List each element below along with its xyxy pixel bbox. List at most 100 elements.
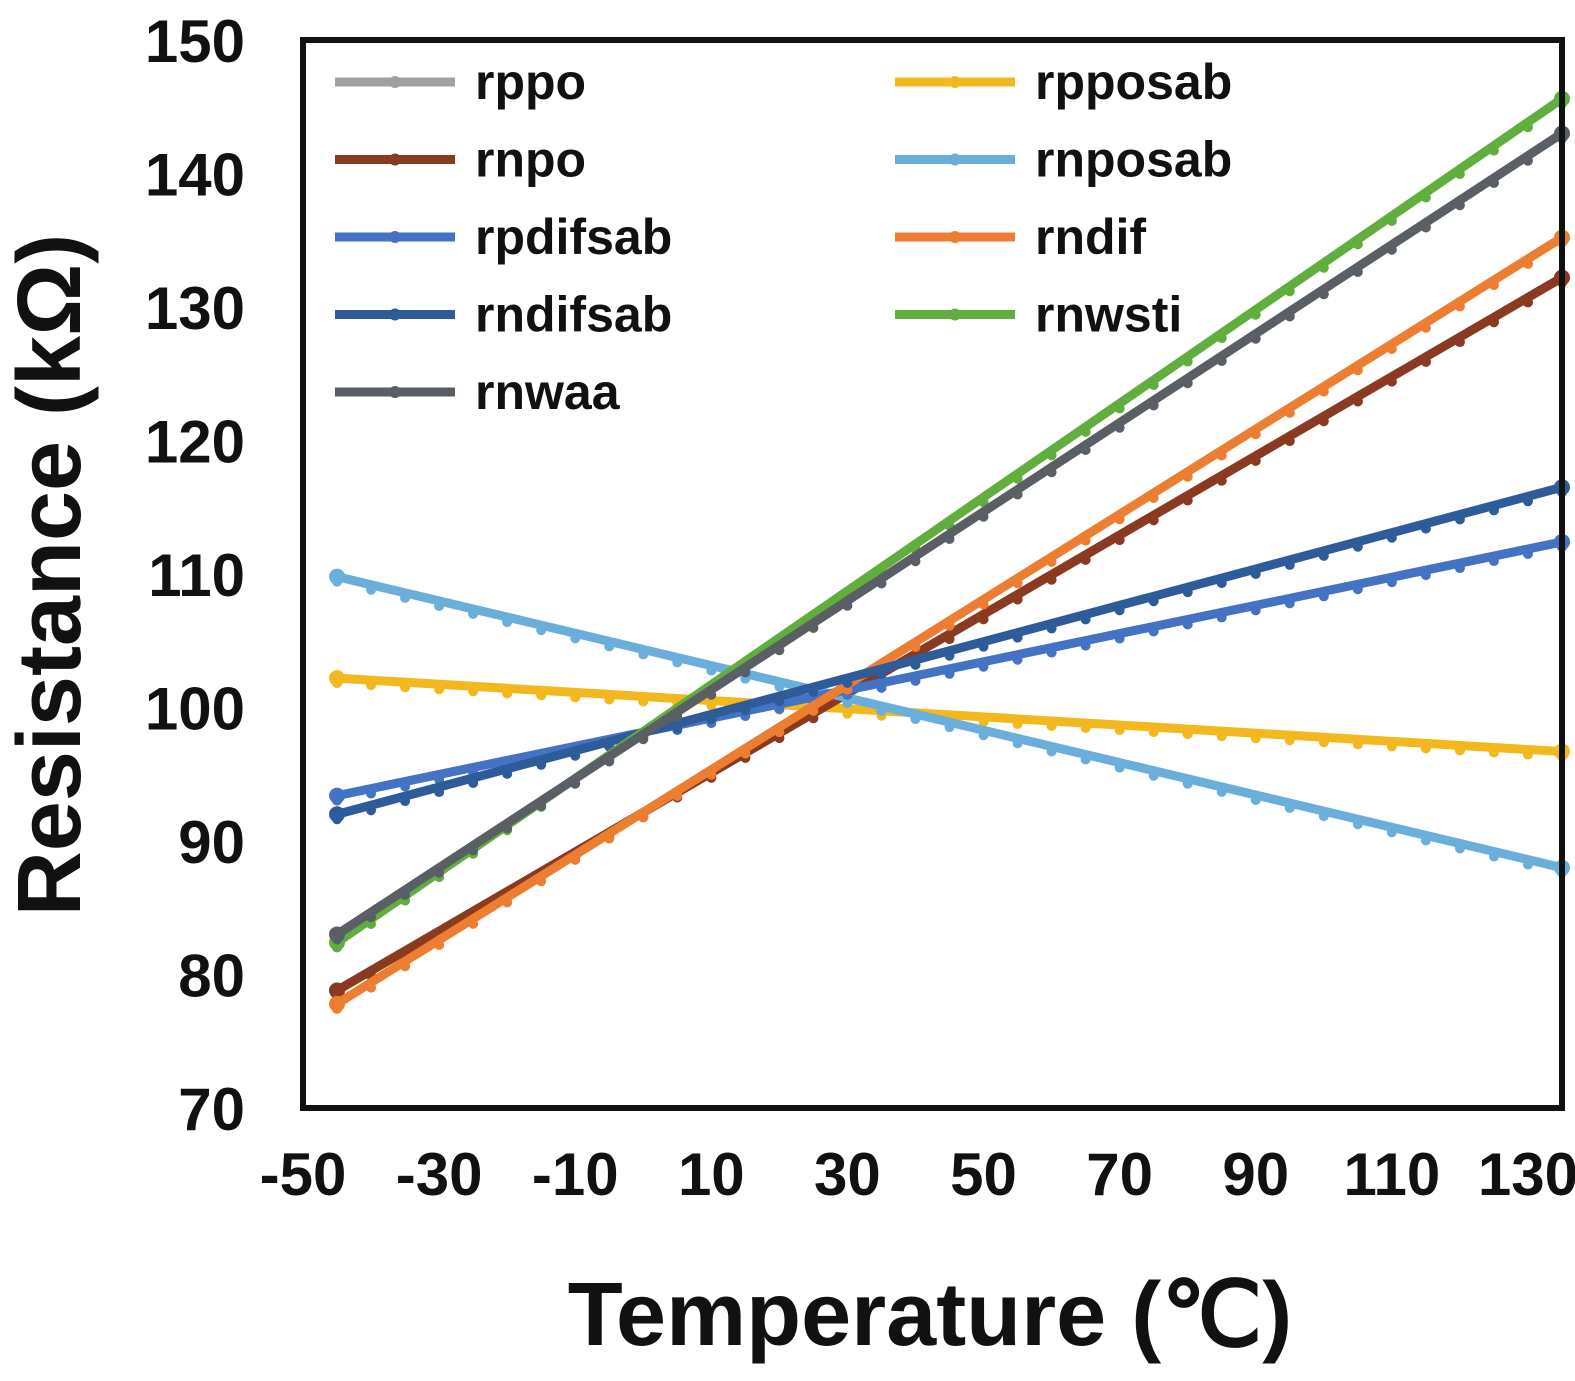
plot-frame — [300, 37, 1565, 1111]
series-point-rpposab — [1420, 743, 1431, 754]
series-point-rndifsab — [1216, 578, 1227, 589]
series-point-rnwsti — [1080, 426, 1091, 437]
series-point-rnwaa — [1046, 467, 1057, 478]
series-point-rpdifsab — [1454, 563, 1465, 574]
series-point-rnwaa — [1012, 489, 1023, 500]
series-point-rnpo — [1080, 554, 1091, 565]
series-point-rndifsab — [706, 714, 717, 725]
series-point-rnposab — [1284, 803, 1295, 814]
series-point-rnposab — [1352, 819, 1363, 830]
series-point-rnpo — [1386, 376, 1397, 387]
series-point-rndif — [400, 961, 411, 972]
series-point-rpposab — [1352, 739, 1363, 750]
series-point-rnpo — [1216, 475, 1227, 486]
series-point-rndif — [1318, 386, 1329, 397]
series-point-rnwaa — [1148, 400, 1159, 411]
series-point-rndifsab — [400, 796, 411, 807]
legend-marker — [949, 231, 961, 243]
series-point-rnposab — [1318, 811, 1329, 822]
series-point-rnposab — [570, 633, 581, 644]
series-point-rpdifsab — [1352, 584, 1363, 595]
series-point-rnwaa — [1318, 289, 1329, 300]
x-tick-label: -30 — [396, 1141, 483, 1208]
series-endpoint-rnpo — [329, 982, 346, 999]
series-point-rnposab — [1148, 770, 1159, 781]
series-point-rpdifsab — [1012, 654, 1023, 665]
series-point-rndif — [536, 876, 547, 887]
series-point-rpdifsab — [1182, 619, 1193, 630]
series-point-rnpo — [1454, 337, 1465, 348]
series-point-rnposab — [978, 730, 989, 741]
legend-item-rnwsti: rnwsti — [895, 287, 1182, 343]
series-point-rndif — [808, 705, 819, 716]
y-tick-label: 70 — [178, 1076, 245, 1143]
series-point-rnwsti — [1318, 262, 1329, 273]
legend: rppo rpposab rnpo rnposab rpdifsab rndif rndif… — [335, 54, 1232, 420]
series-point-rnpo — [1420, 356, 1431, 367]
series-point-rndifsab — [1046, 623, 1057, 634]
y-tick-label: 110 — [148, 542, 245, 609]
series-point-rnposab — [1488, 851, 1499, 862]
series-endpoint-rndifsab — [329, 806, 346, 823]
y-tick-label: 100 — [145, 676, 245, 743]
y-axis-ticks: 70 80 90 100 110 120 130 140 150 — [145, 8, 245, 1143]
series-point-rpdifsab — [944, 668, 955, 679]
legend-item-rnwaa: rnwaa — [335, 364, 621, 420]
series-point-rndifsab — [1318, 550, 1329, 561]
series-point-rnwaa — [1420, 222, 1431, 233]
series-point-rndif — [1454, 301, 1465, 312]
series-point-rndif — [1386, 344, 1397, 355]
series-point-rnwaa — [366, 912, 377, 923]
x-tick-label: -50 — [260, 1141, 347, 1208]
series-point-rnposab — [502, 617, 513, 628]
series-point-rnwaa — [502, 823, 513, 834]
series-point-rnposab — [1522, 859, 1533, 870]
series-point-rnposab — [1080, 754, 1091, 765]
x-tick-label: 30 — [814, 1141, 881, 1208]
series-point-rnwaa — [876, 578, 887, 589]
series-point-rnwsti — [1114, 403, 1125, 414]
series-rpposab — [329, 670, 1570, 762]
series-point-rnposab — [910, 714, 921, 725]
series-point-rnwaa — [400, 889, 411, 900]
series-point-rpposab — [1148, 727, 1159, 738]
series-point-rnwaa — [1488, 177, 1499, 188]
series-point-rnwaa — [1284, 311, 1295, 322]
series-point-rpdifsab — [1114, 633, 1125, 644]
series-point-rndif — [706, 769, 717, 780]
series-point-rndifsab — [740, 705, 751, 716]
series-point-rnposab — [468, 609, 479, 620]
series-point-rpposab — [706, 700, 717, 711]
series-point-rndifsab — [366, 805, 377, 816]
series-point-rnposab — [1216, 786, 1227, 797]
series-point-rpposab — [1182, 729, 1193, 740]
series-point-rnpo — [1046, 574, 1057, 585]
series-point-rnposab — [1012, 738, 1023, 749]
y-tick-label: 140 — [145, 142, 245, 209]
legend-label: rnwsti — [1035, 287, 1182, 343]
series-point-rndifsab — [536, 759, 547, 770]
series-point-rnwsti — [1148, 379, 1159, 390]
series-point-rndifsab — [910, 659, 921, 670]
plot-area — [300, 37, 1570, 1111]
series-point-rndif — [978, 599, 989, 610]
series-point-rnpo — [1250, 455, 1261, 466]
legend-label: rpdifsab — [475, 209, 672, 265]
legend-label: rpposab — [1035, 54, 1232, 110]
series-point-rnpo — [1522, 297, 1533, 308]
series-point-rpdifsab — [1284, 598, 1295, 609]
series-point-rpposab — [400, 682, 411, 693]
series-point-rpposab — [468, 686, 479, 697]
x-axis-ticks: -50 -30 -10 10 30 50 70 90 110 130 — [260, 1141, 1575, 1208]
series-point-rndif — [604, 833, 615, 844]
series-point-rndif — [910, 642, 921, 653]
series-point-rpposab — [842, 708, 853, 719]
series-rndifsab — [329, 479, 1570, 825]
series-point-rndifsab — [876, 668, 887, 679]
series-point-rnpo — [1318, 416, 1329, 427]
series-point-rpdifsab — [1250, 605, 1261, 616]
series-point-rpdifsab — [1386, 577, 1397, 588]
legend-label: rndifsab — [475, 287, 672, 343]
series-point-rnposab — [1182, 778, 1193, 789]
